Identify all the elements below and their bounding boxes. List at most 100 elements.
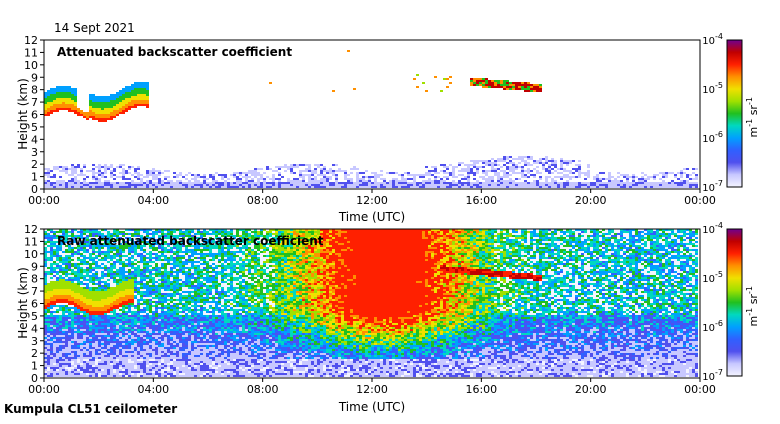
heatmap-cell <box>242 253 245 255</box>
heatmap-cell <box>536 84 539 86</box>
heatmap-cell <box>50 96 53 98</box>
heatmap-cell <box>263 182 266 184</box>
heatmap-cell <box>659 182 662 184</box>
heatmap-cell <box>281 182 284 184</box>
heatmap-cell <box>362 247 365 249</box>
heatmap-cell <box>257 249 260 251</box>
heatmap-cell <box>62 96 65 98</box>
heatmap-cell <box>434 245 437 247</box>
heatmap-cell <box>650 245 653 247</box>
heatmap-cell <box>590 239 593 241</box>
heatmap-cell <box>605 247 608 249</box>
heatmap-cell <box>353 235 356 237</box>
heatmap-cell <box>557 237 560 239</box>
heatmap-cell <box>362 172 365 174</box>
heatmap-cell <box>665 241 668 243</box>
heatmap-cell <box>401 186 404 188</box>
heatmap-cell <box>134 251 137 253</box>
heatmap-cell <box>584 249 587 251</box>
heatmap-cell <box>482 172 485 174</box>
heatmap-cell <box>509 86 512 88</box>
heatmap-cell <box>224 182 227 184</box>
heatmap-cell <box>440 164 443 166</box>
heatmap-cell <box>563 239 566 241</box>
heatmap-cell <box>521 156 524 158</box>
heatmap-cell <box>272 186 275 188</box>
heatmap-cell <box>329 253 332 255</box>
heatmap-cell <box>101 116 104 118</box>
heatmap-cell <box>104 253 107 255</box>
heatmap-cell <box>383 182 386 184</box>
heatmap-cell <box>530 251 533 253</box>
heatmap-cell <box>356 241 359 243</box>
heatmap-cell <box>554 160 557 162</box>
heatmap-cell <box>500 160 503 162</box>
heatmap-cell <box>686 247 689 249</box>
heatmap-cell <box>428 251 431 253</box>
heatmap-cell <box>290 172 293 174</box>
heatmap-cell <box>326 184 329 186</box>
heatmap-cell <box>470 172 473 174</box>
heatmap-cell <box>152 176 155 178</box>
heatmap-cell <box>239 182 242 184</box>
heatmap-cell <box>443 237 446 239</box>
heatmap-cell <box>641 241 644 243</box>
panel-attenuated: Attenuated backscatter coefficient 01234… <box>16 32 760 224</box>
heatmap-cell <box>47 90 50 92</box>
heatmap-cell <box>104 116 107 118</box>
heatmap-cell <box>335 235 338 237</box>
heatmap-cell <box>572 247 575 249</box>
heatmap-cell <box>512 239 515 241</box>
heatmap-cell <box>425 241 428 243</box>
heatmap-cell <box>617 245 620 247</box>
heatmap-cell <box>659 235 662 237</box>
heatmap-cell <box>488 239 491 241</box>
heatmap-cell <box>359 178 362 180</box>
heatmap-cell <box>236 253 239 255</box>
heatmap-cell <box>656 245 659 247</box>
heatmap-cell <box>185 249 188 251</box>
heatmap-cell <box>380 235 383 237</box>
heatmap-cell <box>500 86 503 88</box>
heatmap-cell <box>464 164 467 166</box>
heatmap-cell <box>689 174 692 176</box>
heatmap-cell <box>62 180 65 182</box>
heatmap-cell <box>65 231 68 233</box>
heatmap-cell <box>575 168 578 170</box>
heatmap-cell <box>671 245 674 247</box>
heatmap-cell <box>476 162 479 164</box>
heatmap-cell <box>263 253 266 255</box>
heatmap-cell <box>482 84 485 86</box>
heatmap-cell <box>365 231 368 233</box>
heatmap-cell <box>146 253 149 255</box>
heatmap-cell <box>482 253 485 255</box>
heatmap-cell <box>323 253 326 255</box>
heatmap-cell <box>104 110 107 112</box>
heatmap-cell <box>251 251 254 253</box>
heatmap-cell <box>638 243 641 245</box>
heatmap-cell <box>413 237 416 239</box>
heatmap-cell <box>605 253 608 255</box>
y-tick-label-1-8: 8 <box>31 84 38 97</box>
heatmap-cell <box>374 237 377 239</box>
heatmap-cell <box>122 90 125 92</box>
heatmap-cell <box>101 100 104 102</box>
heatmap-cell <box>551 180 554 182</box>
heatmap-cell <box>569 170 572 172</box>
heatmap-cell <box>695 174 698 176</box>
heatmap-cell <box>674 243 677 245</box>
heatmap-cell <box>509 253 512 255</box>
heatmap-cell <box>380 170 383 172</box>
heatmap-cell <box>686 249 689 251</box>
heatmap-cell <box>401 182 404 184</box>
heatmap-cell <box>515 184 518 186</box>
heatmap-cell <box>512 231 515 233</box>
heatmap-cell <box>125 110 128 112</box>
heatmap-cell <box>494 164 497 166</box>
heatmap-cell <box>155 184 158 186</box>
heatmap-cell <box>74 100 77 102</box>
heatmap-cell <box>128 104 131 106</box>
heatmap-cell <box>608 233 611 235</box>
heatmap-cell <box>497 231 500 233</box>
heatmap-cell <box>470 251 473 253</box>
